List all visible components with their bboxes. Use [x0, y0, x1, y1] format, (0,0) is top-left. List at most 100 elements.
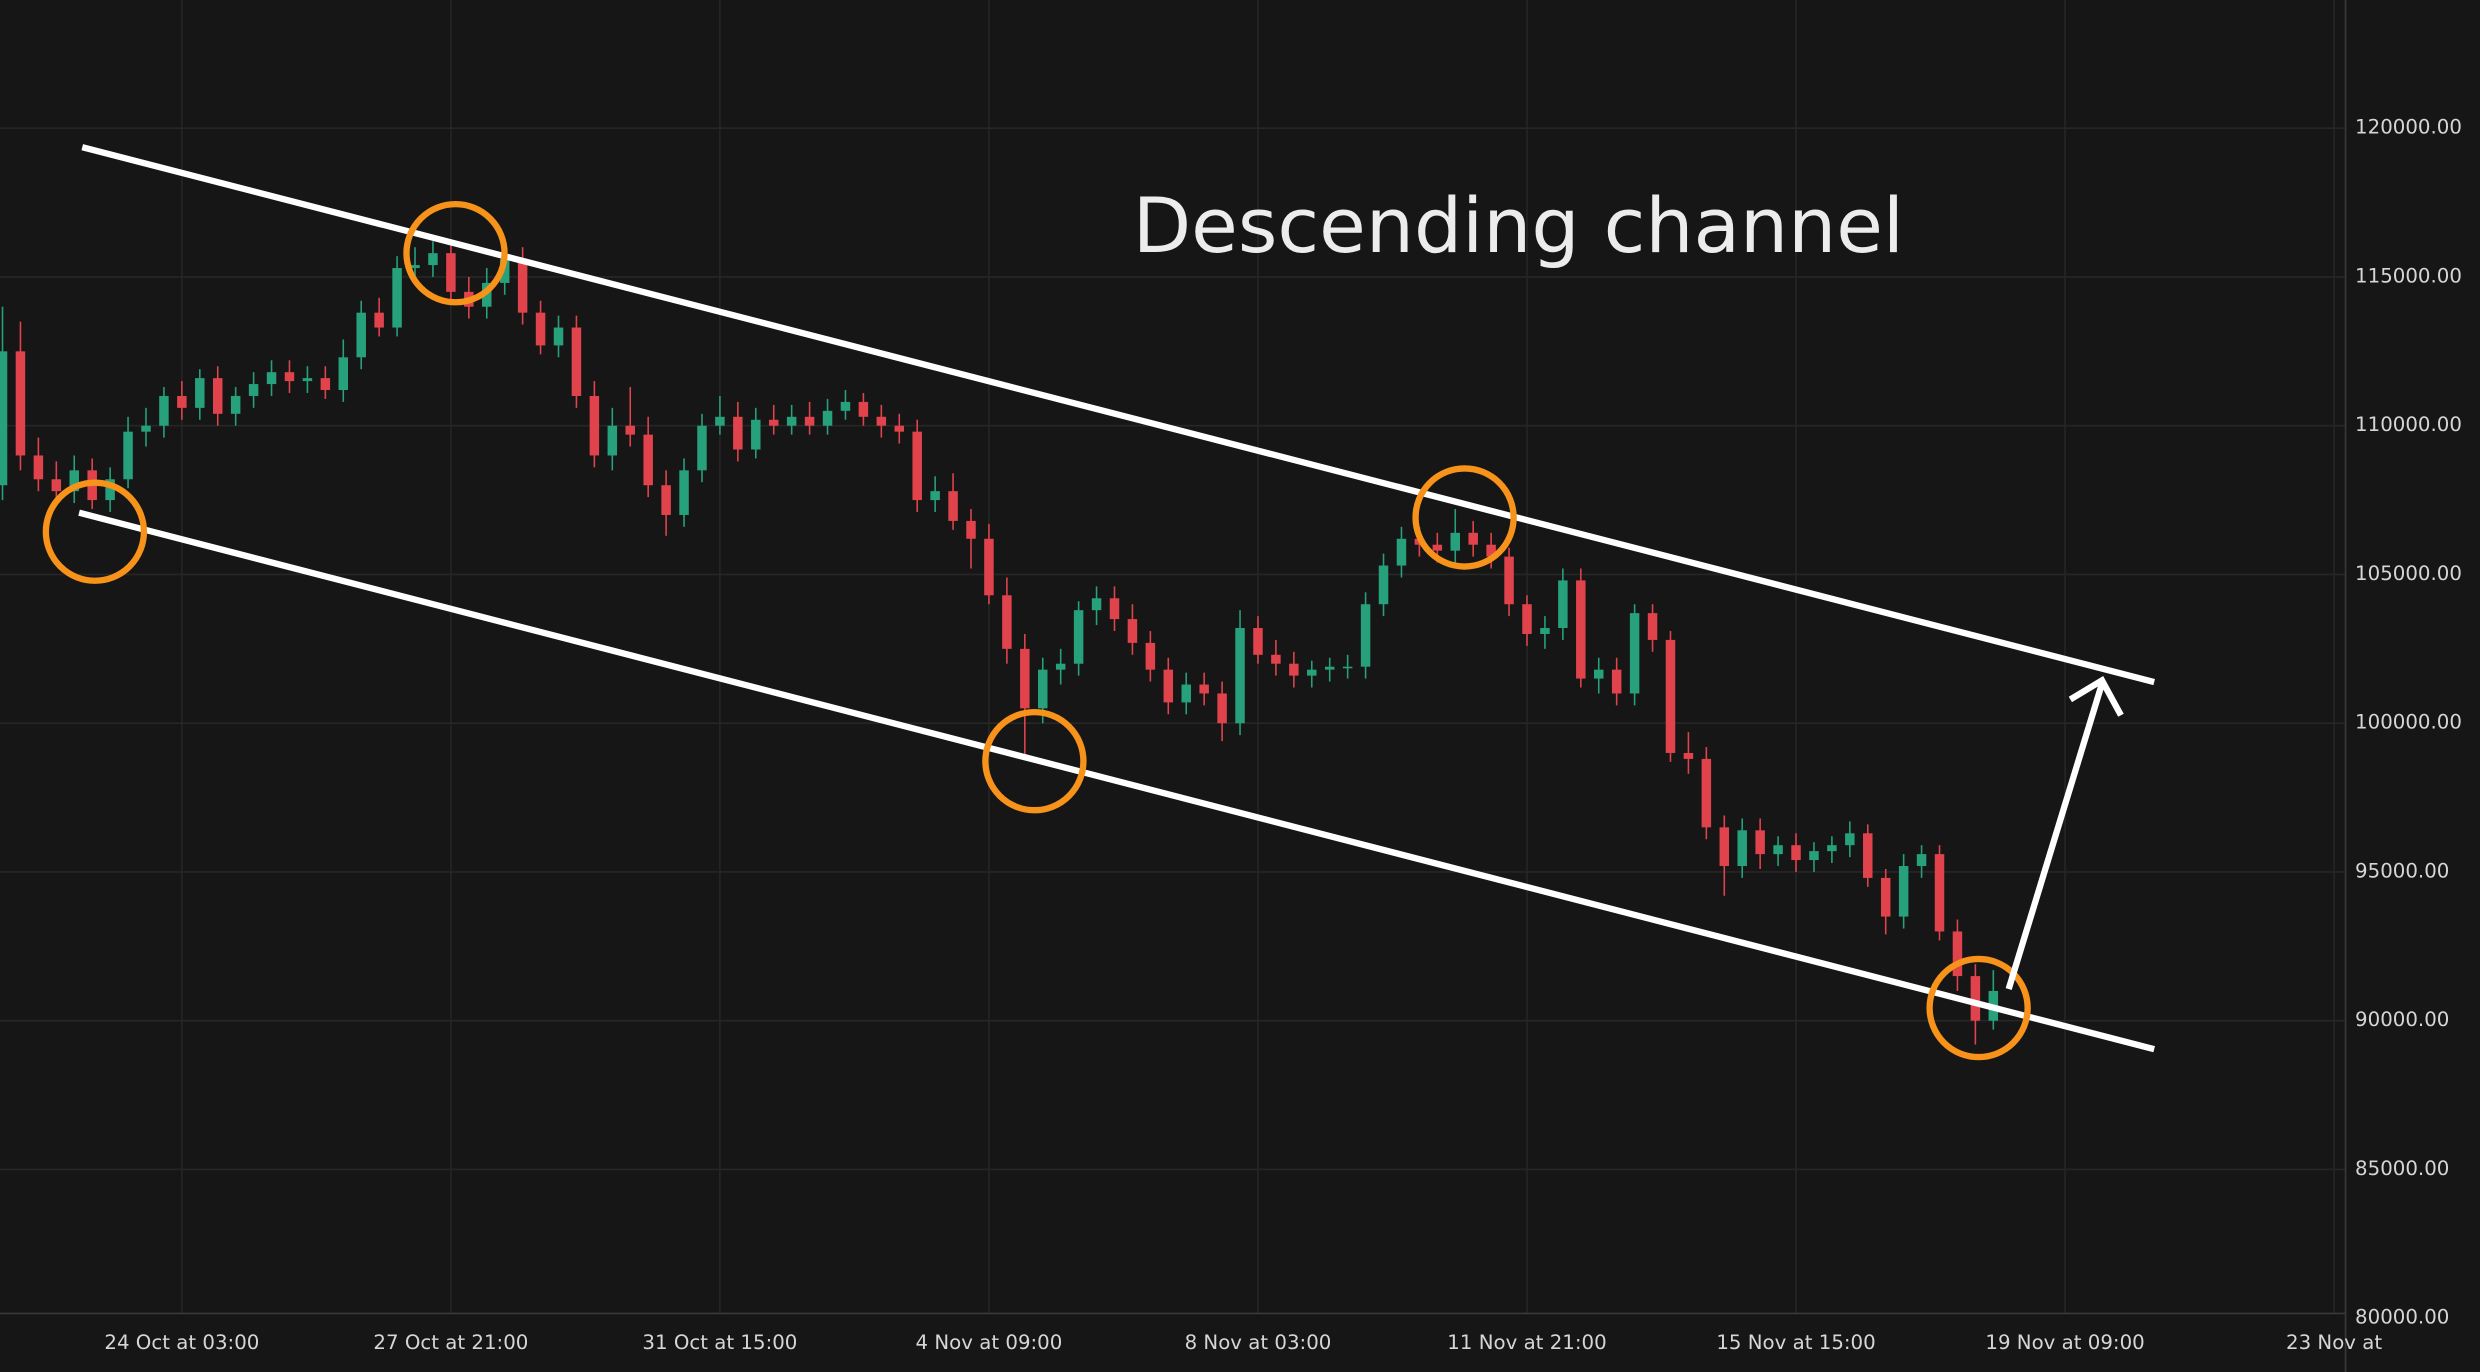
arrow-shaft	[2005, 682, 2106, 990]
candle-body	[302, 378, 313, 382]
candle-body	[1952, 931, 1963, 977]
y-tick-label: 95000.00	[2355, 859, 2449, 882]
candle-body	[1934, 854, 1945, 932]
candle-body	[1504, 556, 1514, 605]
candle-body	[1324, 666, 1335, 670]
candle-body	[1558, 580, 1568, 629]
grid	[0, 0, 2346, 1319]
candle-body	[1396, 538, 1407, 566]
candle-body	[1916, 854, 1927, 867]
candle-body	[1737, 830, 1747, 867]
candle-body	[1450, 532, 1461, 551]
candle-body	[589, 395, 600, 456]
x-tick-label: 31 Oct at 15:00	[642, 1331, 797, 1354]
touch-circle	[982, 708, 1087, 814]
candle-body	[1163, 669, 1174, 703]
candle-body	[1002, 595, 1012, 649]
candle-body	[1271, 654, 1281, 664]
candles	[0, 241, 1999, 1045]
candle-body	[1217, 693, 1227, 724]
candle-body	[195, 378, 205, 408]
candle-body	[1773, 845, 1783, 855]
x-tick-label: 8 Nov at 03:00	[1185, 1331, 1332, 1354]
candle-body	[1755, 830, 1765, 855]
y-tick-label: 80000.00	[2355, 1306, 2449, 1329]
candle-body	[320, 378, 331, 391]
time-axis-panel	[0, 1313, 2480, 1372]
candle-body	[1091, 598, 1102, 611]
candle-body	[1468, 532, 1478, 545]
candle-body	[1665, 639, 1676, 753]
candle-body	[0, 351, 8, 486]
candle-body	[248, 384, 259, 396]
candle-body	[499, 259, 510, 283]
candle-body	[428, 253, 438, 266]
candle-body	[930, 491, 940, 501]
y-tick-label: 115000.00	[2355, 264, 2462, 287]
candle-body	[1880, 877, 1891, 917]
channel-upper	[81, 144, 2155, 686]
axis-labels: 80000.00 85000.00 90000.00 95000.00 100000.0…	[104, 116, 2462, 1354]
y-tick-label: 110000.00	[2355, 413, 2462, 436]
candle-body	[1235, 628, 1245, 724]
candle-body	[535, 312, 546, 346]
candle-body	[786, 416, 797, 426]
candle-body	[1827, 845, 1837, 852]
candle-body	[733, 416, 743, 450]
candle-body	[69, 470, 79, 492]
candle-body	[284, 372, 295, 382]
candle-body	[1863, 833, 1873, 878]
candle-body	[894, 425, 905, 432]
candle-body	[1683, 752, 1694, 759]
candle-body	[876, 416, 887, 426]
candle-body	[356, 312, 366, 358]
candle-body	[1701, 758, 1712, 828]
candle-body	[410, 265, 420, 269]
candle-body	[1199, 684, 1209, 694]
candle-body	[1486, 544, 1496, 557]
y-tick-label: 120000.00	[2355, 116, 2462, 139]
candle-body	[141, 425, 151, 432]
candle-body	[1055, 663, 1066, 670]
candle-body	[517, 259, 528, 313]
touch-circle	[403, 200, 508, 306]
candle-body	[697, 425, 707, 471]
touch-circle	[1412, 465, 1517, 570]
y-tick-label: 90000.00	[2355, 1008, 2449, 1031]
candle-body	[177, 395, 187, 408]
candle-body	[446, 253, 456, 292]
candle-body	[1970, 976, 1981, 1021]
candle-body	[984, 538, 994, 596]
candle-body	[1809, 851, 1819, 861]
candle-body	[1289, 663, 1299, 676]
candle-body	[858, 401, 869, 417]
candle-body	[661, 485, 671, 515]
candle-body	[751, 419, 761, 450]
candle-body	[607, 425, 618, 456]
candle-body	[230, 395, 241, 414]
candle-body	[1593, 669, 1604, 679]
candle-body	[822, 410, 833, 426]
x-tick-label: 15 Nov at 15:00	[1716, 1331, 1875, 1354]
candle-body	[553, 327, 564, 346]
y-tick-label: 85000.00	[2355, 1157, 2449, 1180]
candle-body	[948, 491, 958, 521]
candle-body	[33, 455, 44, 480]
candle-body	[625, 425, 635, 435]
candle-body	[159, 395, 169, 426]
candle-body	[338, 357, 349, 391]
candle-body	[571, 327, 582, 396]
candle-body	[123, 431, 133, 480]
candle-body	[643, 434, 653, 486]
candle-body	[966, 520, 976, 539]
candle-body	[374, 312, 384, 328]
candle-body	[1020, 648, 1030, 709]
x-tick-label: 27 Oct at 21:00	[373, 1331, 528, 1354]
candle-body	[1845, 833, 1855, 846]
y-tick-label: 100000.00	[2355, 711, 2462, 734]
candle-body	[679, 470, 689, 515]
candle-body	[1629, 613, 1640, 694]
candle-body	[1038, 669, 1048, 709]
candle-body	[1719, 827, 1730, 867]
candle-body	[1647, 613, 1658, 640]
